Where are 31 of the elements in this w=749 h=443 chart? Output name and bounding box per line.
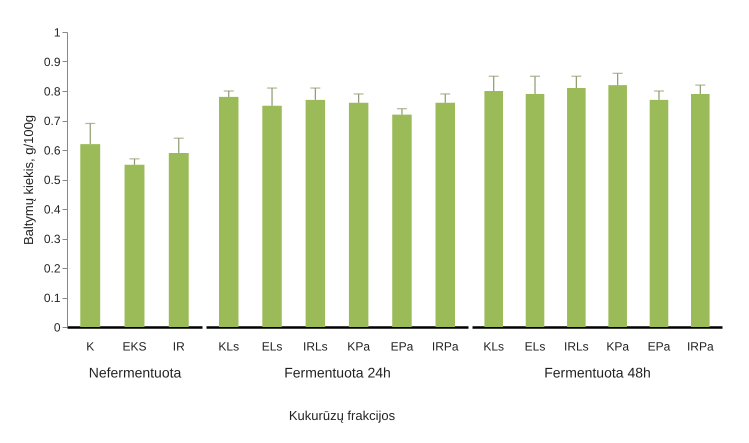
x-tick-label: KPa	[606, 340, 630, 354]
y-tick-label: 0.3	[44, 232, 61, 246]
x-tick-label: IR	[172, 340, 186, 354]
x-tick-label: ELs	[262, 340, 282, 354]
x-tick-label: EKS	[122, 340, 147, 354]
y-tick-label: 1	[54, 26, 61, 40]
text: Kukurūzų frakcijos	[288, 408, 396, 423]
y-tick-label: 0.9	[44, 55, 61, 69]
x-axis-title: Nefermentuota	[88, 364, 182, 380]
y-tick-label: 0.5	[44, 173, 61, 187]
x-tick-label: IRLs	[303, 340, 328, 354]
x-tick-label: EPa	[648, 340, 671, 354]
y-tick-label: 0.8	[44, 84, 61, 98]
x-tick-label: EPa	[390, 340, 414, 354]
x-tick-label: ELs	[524, 340, 546, 354]
y-tick-label: 0.2	[44, 262, 61, 276]
x-tick-label: K	[86, 340, 94, 354]
x-tick-label: IRPa	[686, 340, 714, 354]
y-tick-label: 0	[54, 320, 61, 334]
x-tick-label: KLs	[218, 340, 240, 354]
y-tick-label: 0.1	[44, 291, 61, 305]
y-tick-label: 0.6	[44, 144, 61, 158]
x-tick-label: KPa	[347, 340, 370, 354]
x-tick-label: IRPa	[432, 340, 459, 354]
y-tick-label: 0.7	[44, 114, 61, 128]
x-tick-label: KLs	[483, 340, 504, 354]
x-tick-label: IRLs	[564, 340, 589, 354]
x-axis-title: Fermentuota 24h	[284, 364, 391, 380]
x-axis-title: Fermentuota 48h	[544, 364, 651, 380]
y-tick-label: 0.4	[44, 202, 61, 216]
y-axis-title: Baltymų kiekis, g/100g	[20, 114, 36, 246]
